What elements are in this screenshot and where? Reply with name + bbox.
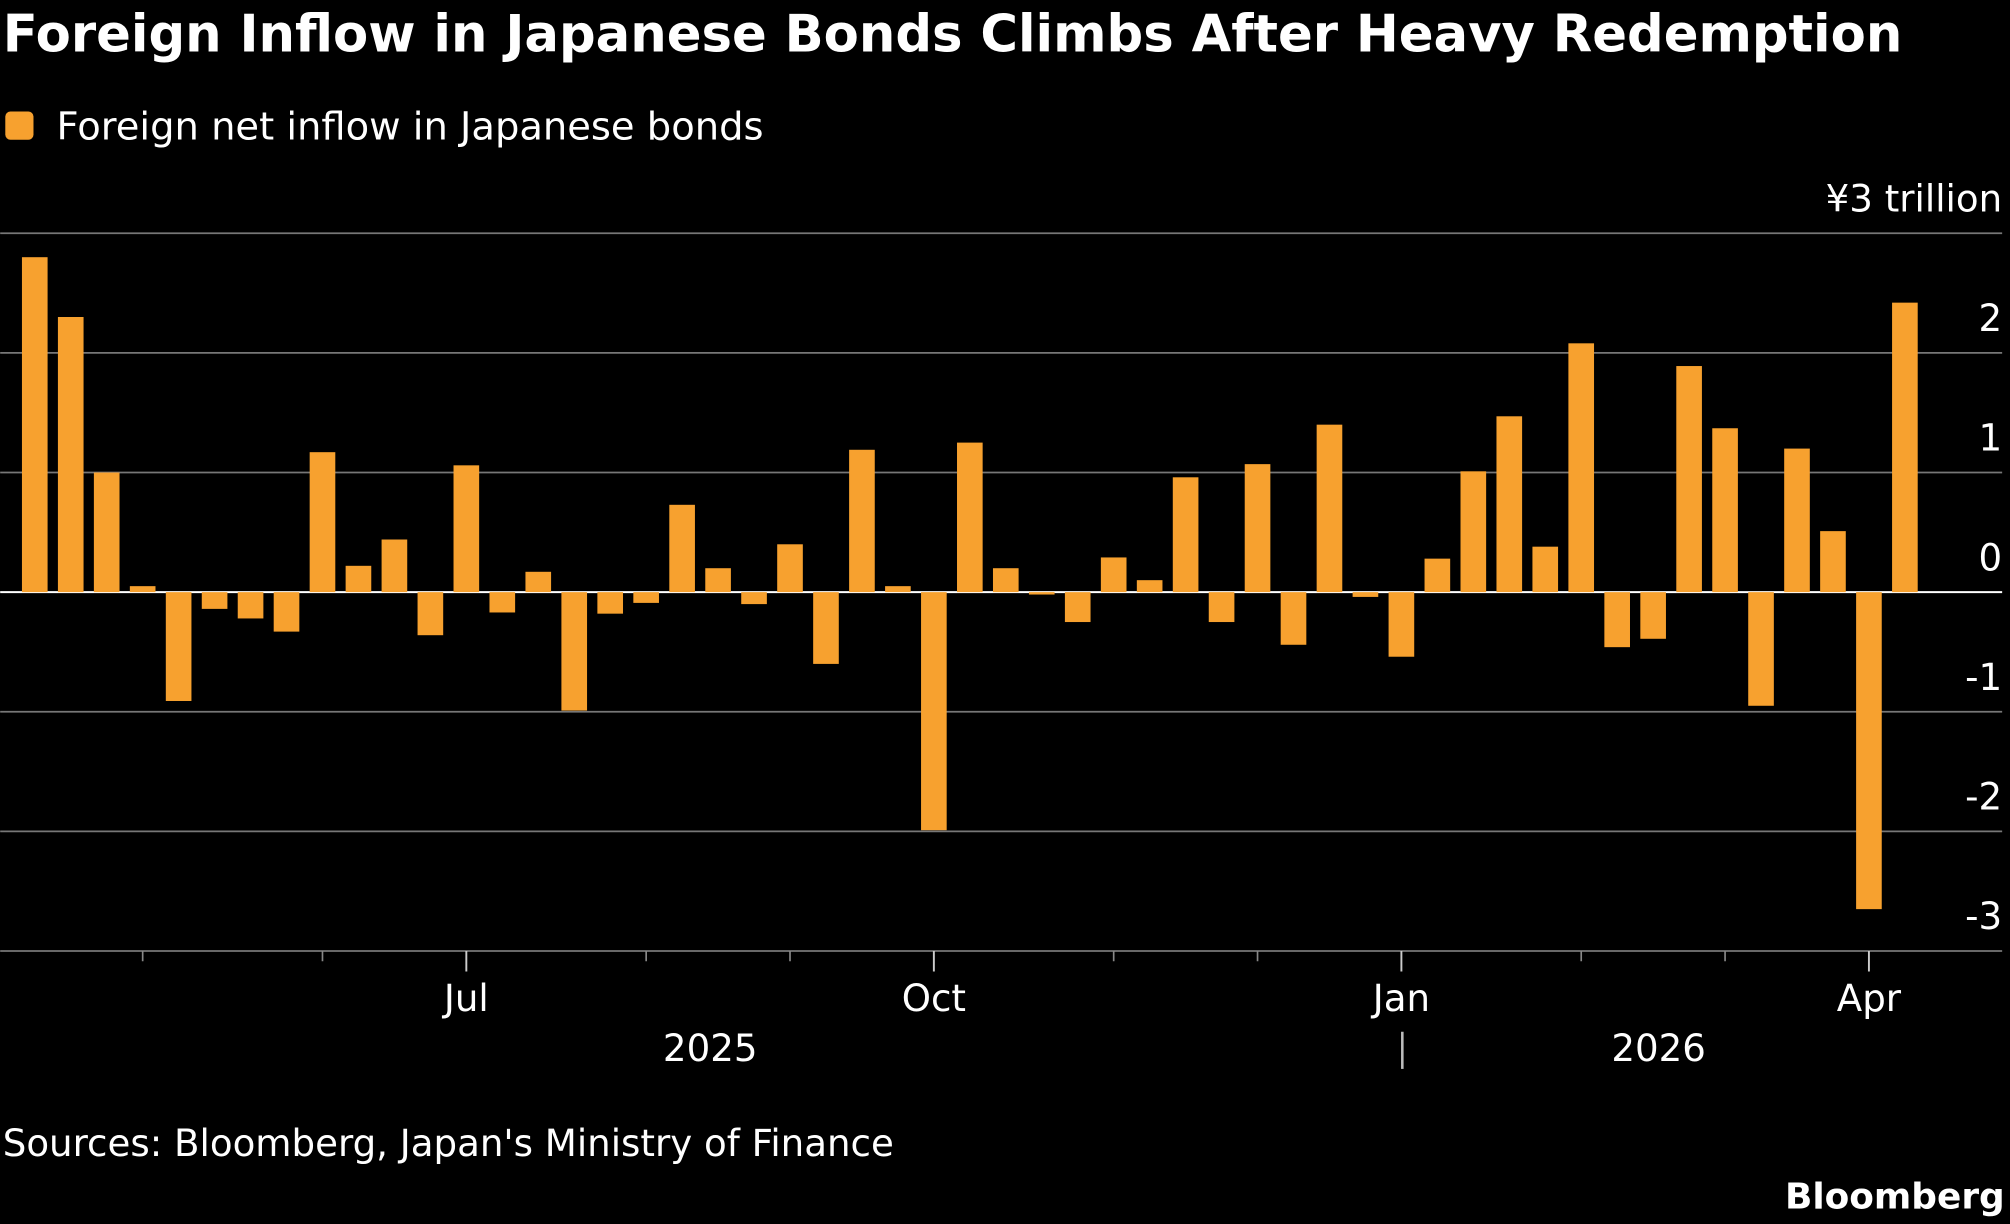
bar xyxy=(777,544,803,593)
bar xyxy=(21,257,48,593)
bar xyxy=(1784,448,1810,593)
bar xyxy=(813,592,839,664)
bar xyxy=(1748,592,1774,706)
bar xyxy=(1892,302,1918,593)
x-tick-label: Apr xyxy=(1837,977,1902,1020)
y-tick-label: 1 xyxy=(1979,417,2003,460)
bar xyxy=(957,442,983,593)
bar xyxy=(561,592,588,711)
bar xyxy=(237,592,264,619)
source-note: Sources: Bloomberg, Japan's Ministry of … xyxy=(3,1122,894,1165)
bar xyxy=(1676,366,1702,593)
bar xyxy=(1100,557,1127,593)
bar xyxy=(1352,592,1379,597)
brand: Bloomberg xyxy=(1785,1177,2005,1218)
legend-label: Foreign net inflow in Japanese bonds xyxy=(57,105,764,150)
legend-swatch xyxy=(5,111,34,140)
bar xyxy=(1388,592,1415,657)
bar xyxy=(1604,592,1630,648)
bar xyxy=(129,586,156,593)
bar xyxy=(741,592,767,605)
bar xyxy=(345,565,372,593)
bar xyxy=(1172,477,1199,593)
bar xyxy=(57,317,84,593)
y-tick-label: -3 xyxy=(1965,895,2002,938)
y-tick-label: ¥3 trillion xyxy=(1826,177,2003,220)
bar xyxy=(1424,558,1451,593)
year-label: 2026 xyxy=(1611,1027,1706,1070)
bar xyxy=(921,592,947,831)
bar xyxy=(381,539,408,593)
bar xyxy=(1532,546,1559,593)
bar xyxy=(273,592,300,632)
bar xyxy=(705,568,731,593)
bar xyxy=(1028,592,1055,595)
bar xyxy=(201,592,228,609)
y-tick-label: 0 xyxy=(1979,536,2003,579)
x-tick-label: Oct xyxy=(902,977,966,1020)
x-tick-label: Jul xyxy=(442,977,489,1020)
bar xyxy=(309,452,336,593)
bar xyxy=(633,592,659,603)
bar xyxy=(1208,592,1235,623)
bar xyxy=(1244,464,1271,593)
bar xyxy=(489,592,516,613)
bar xyxy=(525,571,552,593)
y-tick-label: 2 xyxy=(1979,297,2003,340)
bar xyxy=(849,449,875,593)
bar xyxy=(1136,580,1163,593)
bar xyxy=(1064,592,1091,623)
bar xyxy=(669,504,695,593)
y-tick-label: -2 xyxy=(1965,776,2002,819)
year-label: 2025 xyxy=(663,1027,758,1070)
bar xyxy=(1460,471,1487,593)
bar xyxy=(885,586,911,593)
bar xyxy=(93,472,120,593)
chart-title: Foreign Inflow in Japanese Bonds Climbs … xyxy=(3,4,1903,64)
bar xyxy=(597,592,624,614)
bar xyxy=(1640,592,1666,639)
bar xyxy=(1820,531,1846,593)
bar xyxy=(453,465,480,593)
bar xyxy=(417,592,444,636)
bar xyxy=(1856,592,1882,910)
x-tick-label: Jan xyxy=(1371,977,1430,1020)
bar xyxy=(1496,416,1523,593)
bar xyxy=(1712,428,1738,593)
bar xyxy=(165,592,192,701)
bar xyxy=(992,568,1019,593)
bar xyxy=(1568,343,1595,593)
bar xyxy=(1280,592,1307,645)
bar xyxy=(1316,424,1343,593)
y-tick-label: -1 xyxy=(1965,656,2002,699)
